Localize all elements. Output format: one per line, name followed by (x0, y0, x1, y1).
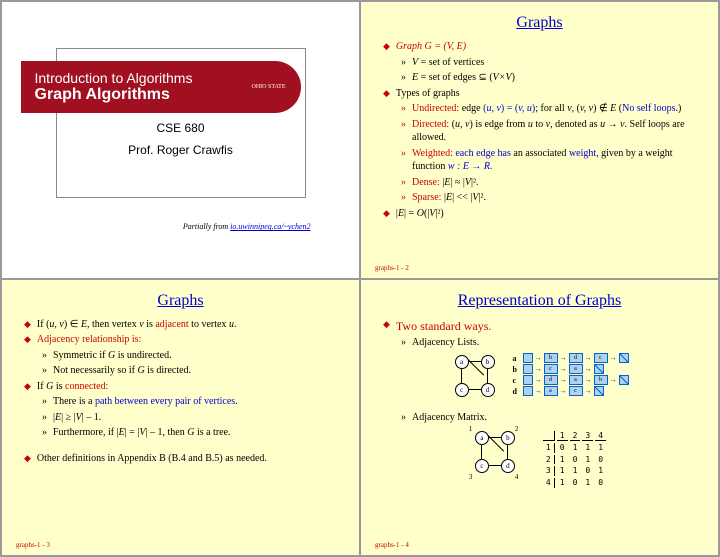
bullet: ◆Adjacency relationship is: (24, 333, 341, 347)
slide-footer: graphs-1 - 3 (16, 541, 50, 549)
credit-link[interactable]: io.uwinnipeg.ca/~ychen2 (230, 222, 310, 231)
bullet: »E = set of edges ⊆ (V×V) (401, 71, 700, 85)
bullet: ◆Graph G = (V, E) (383, 40, 700, 54)
bullet: ◆If (u, v) ∈ E, then vertex v is adjacen… (24, 318, 341, 332)
course-code: CSE 680 (156, 121, 204, 135)
slide-footer: graphs-1 - 4 (375, 541, 409, 549)
bullet: »Undirected: edge (u, v) = (v, u); for a… (401, 102, 700, 116)
slide-grid: Introduction to Algorithms Graph Algorit… (0, 0, 720, 557)
bullet: ◆Types of graphs (383, 87, 700, 101)
credit-line: Partially from io.uwinnipeg.ca/~ychen2 (51, 222, 311, 231)
list-row: d→a→c→ (513, 386, 629, 396)
banner-line2: Graph Algorithms (35, 86, 193, 104)
title-card: Introduction to Algorithms Graph Algorit… (56, 48, 306, 198)
adjacency-matrix: 123410111210103110141010 (541, 429, 608, 490)
adjacency-lists: a→b→d→c→b→c→a→c→d→a→b→d→a→c→ (513, 353, 629, 396)
bullet: »VV = set of vertices = set of vertices (401, 56, 700, 70)
bullet: ◆Two standard ways. (383, 318, 700, 334)
bullet: ◆Other definitions in Appendix B (B.4 an… (24, 452, 341, 466)
bullet: »|E| ≥ |V| – 1. (42, 411, 341, 425)
slide-title-link[interactable]: Representation of Graphs (379, 292, 700, 310)
bullet: »Furthermore, if |E| = |V| – 1, then G i… (42, 426, 341, 440)
bullet: »Not necessarily so if G is directed. (42, 364, 341, 378)
bullet: ◆|E| = O(|V|²) (383, 207, 700, 221)
professor-name: Prof. Roger Crawfis (128, 143, 233, 157)
slide-graphs-adj: Graphs ◆If (u, v) ∈ E, then vertex v is … (1, 279, 360, 557)
adjacency-matrix-diagram: 1 2 3 4 a b c d 123410111210103110141010 (379, 429, 700, 490)
list-row: c→d→a→b→ (513, 375, 629, 385)
graph-diagram-icon: 1 2 3 4 a b c d (471, 429, 521, 479)
title-banner: Introduction to Algorithms Graph Algorit… (21, 61, 301, 113)
ohio-state-logo-icon: OHIO STATE (251, 69, 287, 105)
list-row: b→c→a→ (513, 364, 629, 374)
bullet: »There is a path between every pair of v… (42, 395, 341, 409)
bullet: »Symmetric if G is undirected. (42, 349, 341, 363)
slide-title: Introduction to Algorithms Graph Algorit… (1, 1, 360, 279)
bullet: »Directed: (u, v) is edge from u to v, d… (401, 118, 700, 145)
slide-graphs-def: Graphs ◆Graph G = (V, E) »VV = set of ve… (360, 1, 719, 279)
banner-line1: Introduction to Algorithms (35, 70, 193, 86)
bullet: »Dense: |E| ≈ |V|². (401, 176, 700, 190)
bullet: »Adjacency Lists. (401, 336, 700, 350)
slide-title-link[interactable]: Graphs (379, 14, 700, 32)
slide-footer: graphs-1 - 2 (375, 264, 409, 272)
graph-diagram-icon: a b c d (451, 353, 501, 403)
slide-title-link[interactable]: Graphs (20, 292, 341, 310)
bullet: ◆If G is connected: (24, 380, 341, 394)
bullet: »Sparse: |E| << |V|². (401, 191, 700, 205)
bullet: »Weighted: each edge has an associated w… (401, 147, 700, 174)
adjacency-lists-diagram: a b c d a→b→d→c→b→c→a→c→d→a→b→d→a→c→ (379, 353, 700, 403)
bullet: »Adjacency Matrix. (401, 411, 700, 425)
list-row: a→b→d→c→ (513, 353, 629, 363)
slide-representation: Representation of Graphs ◆Two standard w… (360, 279, 719, 557)
